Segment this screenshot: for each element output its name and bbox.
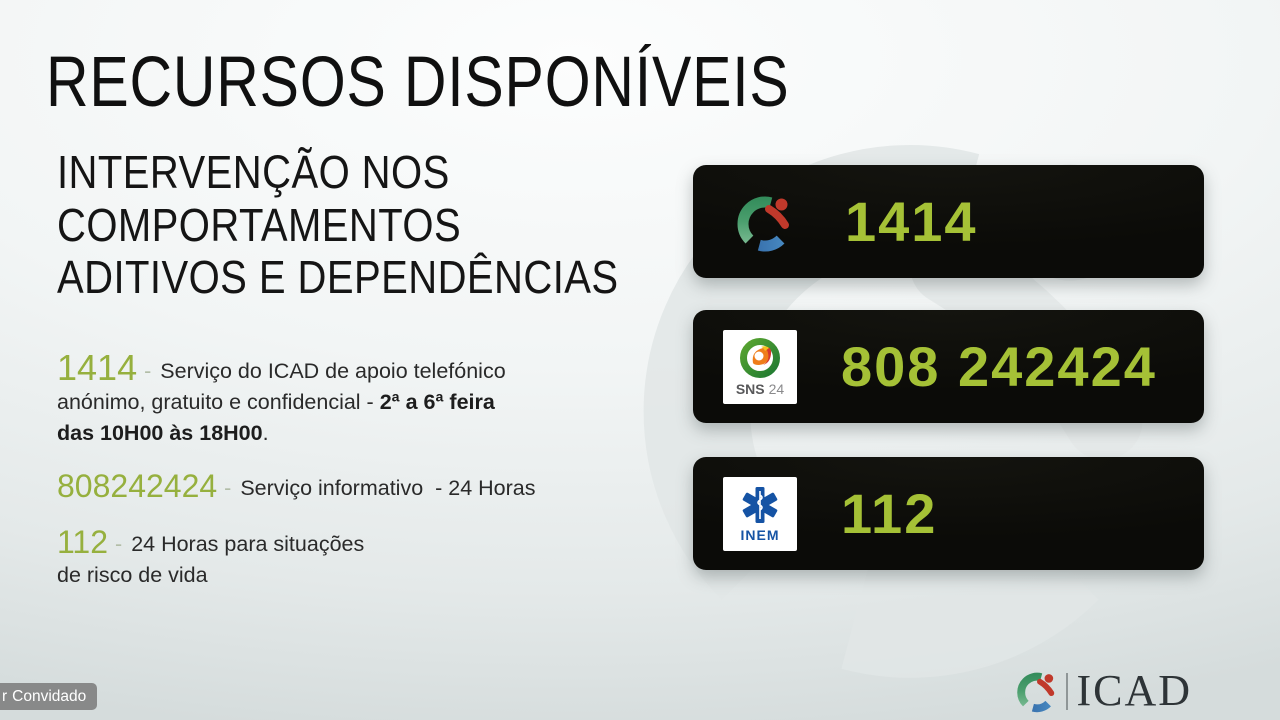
footer-logo-divider [1066,672,1069,710]
service-text: 24 Horas para situações [131,531,365,556]
phone-number-808242424: 808242424 [57,467,218,504]
service-text: . [262,420,269,445]
service-text-bold: 2ª a 6ª feira [379,389,495,414]
participant-name-badge: r Convidado [0,683,98,710]
service-text-bold: das 10H00 às 18H00 [57,420,263,445]
service-description-112: 112-24 Horas para situações de risco de … [57,523,457,591]
subtitle-line: INTERVENÇÃO NOS [57,146,450,198]
sns24-circle-icon [740,338,780,378]
hotline-card-1414: 1414 [693,165,1204,278]
service-text: anónimo, gratuito e confidencial - [57,389,380,414]
service-text: de risco de vida [57,562,208,587]
hotline-card-inem: INEM 112 [693,457,1204,570]
clipped-name-fragment: r [2,687,8,705]
icad-logo-icon [1014,668,1060,714]
inem-logo: INEM [723,476,797,551]
hotline-number: 112 [841,482,938,545]
participant-label: Convidado [12,687,87,705]
separator-dash: - [115,531,123,556]
phone-number-1414: 1414 [57,346,138,388]
service-text: Serviço informativo - 24 Horas [240,475,536,500]
separator-dash: - [144,358,152,383]
hotline-number: 1414 [845,190,978,253]
sns24-logo-text: SNS 24 [736,382,784,396]
sns-24-text: 24 [768,381,785,397]
hotline-number: 808 242424 [841,335,1157,398]
icad-logo-icon [733,190,797,254]
sns24-logo: SNS 24 [723,329,797,404]
page-title: RECURSOS DISPONÍVEIS [46,43,790,122]
footer-icad-brand: ICAD [1014,668,1192,714]
service-description-808242424: 808242424- Serviço informativo - 24 Horas [57,467,617,504]
service-text: Serviço do ICAD de apoio telefónico [160,358,506,383]
slide-subtitle: INTERVENÇÃO NOS COMPORTAMENTOS ADITIVOS … [57,146,619,304]
subtitle-line: COMPORTAMENTOS [57,198,462,251]
star-of-life-icon [742,487,778,523]
service-description-1414: 1414- Serviço do ICAD de apoio telefónico… [57,349,587,449]
separator-dash: - [224,475,232,500]
sns-text: SNS [735,381,765,397]
footer-logo-text: ICAD [1076,666,1192,715]
hotline-card-sns24: SNS 24 808 242424 [693,310,1204,423]
phone-number-112: 112 [57,523,109,560]
inem-logo-text: INEM [740,527,780,543]
subtitle-line: ADITIVOS E DEPENDÊNCIAS [57,251,619,303]
